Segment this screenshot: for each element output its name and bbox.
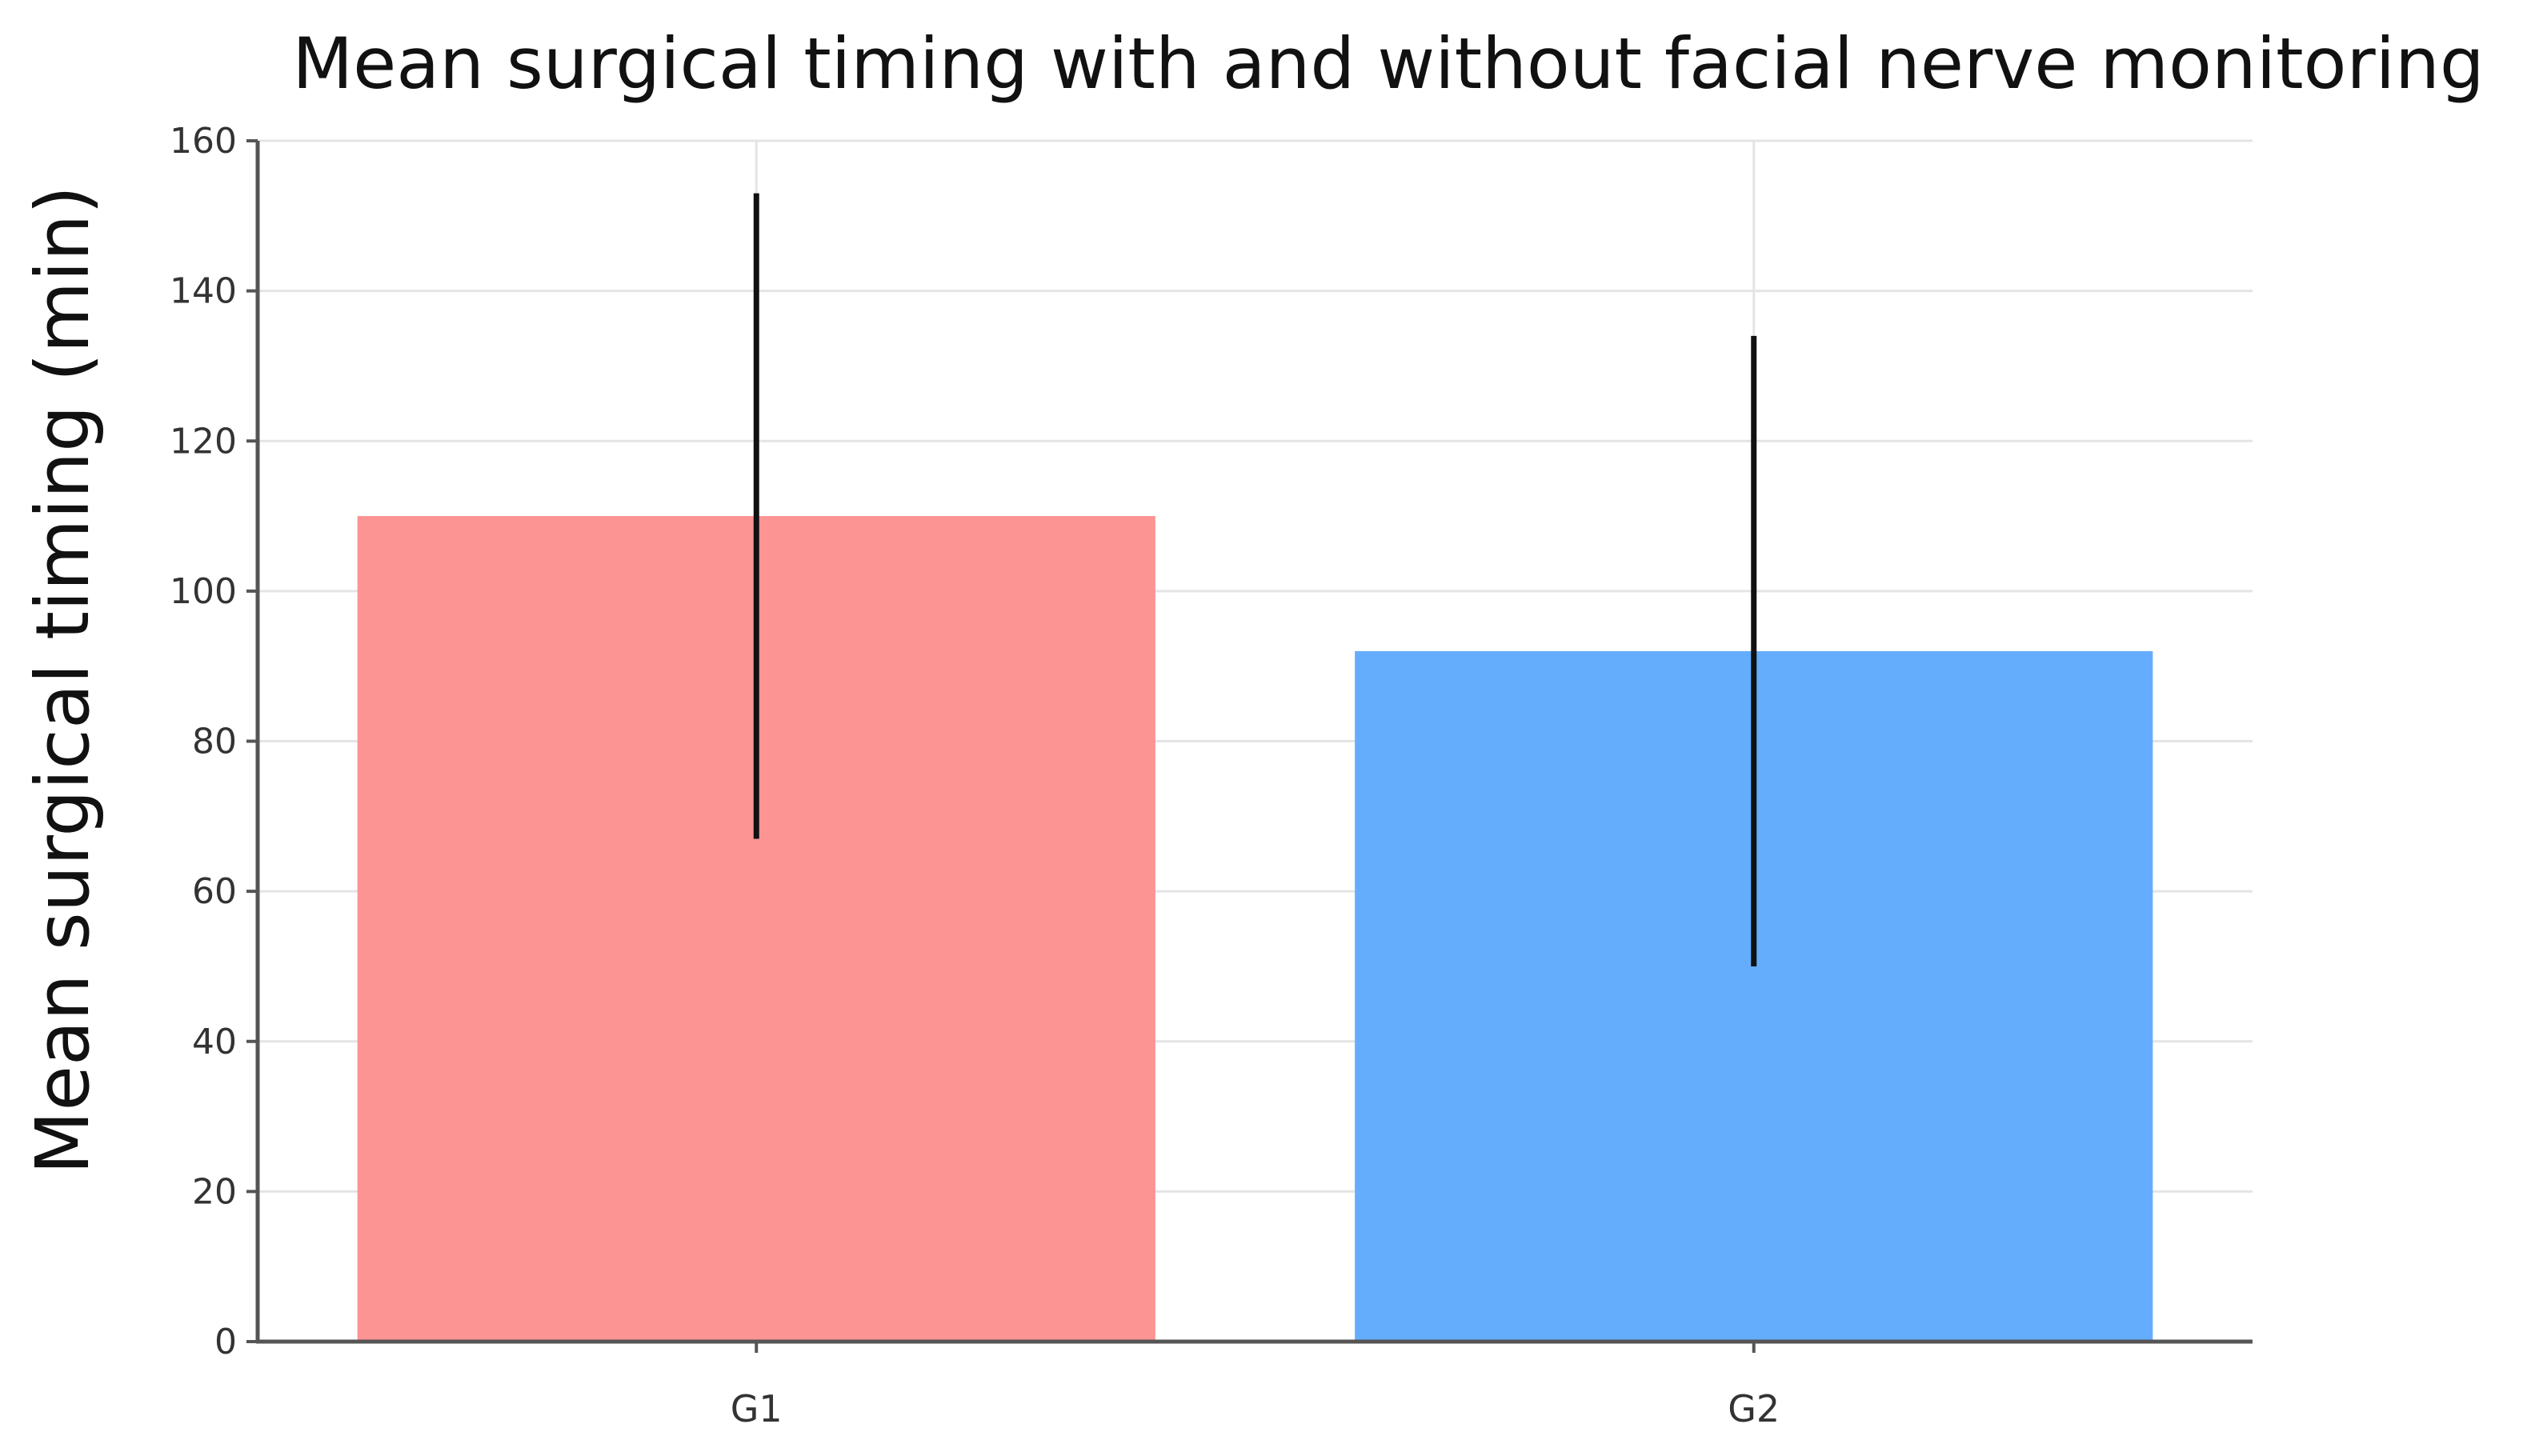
y-tick-label: 80 <box>192 722 237 762</box>
y-axis-ticks: 0 20 40 60 80 100 120 140 160 <box>170 121 258 1362</box>
y-tick-label: 160 <box>170 121 237 162</box>
y-tick-label: 100 <box>170 571 237 612</box>
y-tick-label: 60 <box>192 871 237 912</box>
x-tick-label: G2 <box>1728 1387 1780 1430</box>
y-tick-label: 120 <box>170 421 237 462</box>
chart-title: Mean surgical timing with and without fa… <box>292 22 2485 105</box>
y-tick-label: 20 <box>192 1171 237 1212</box>
y-tick-label: 140 <box>170 271 237 312</box>
y-tick-label: 0 <box>214 1322 237 1362</box>
y-axis-label: Mean surgical timing (min) <box>20 186 106 1174</box>
x-tick-label: G1 <box>731 1387 783 1430</box>
bars <box>357 516 2153 1342</box>
y-tick-label: 40 <box>192 1022 237 1062</box>
error-bars <box>753 193 1757 966</box>
x-axis-ticks: G1 G2 <box>731 1342 1780 1430</box>
